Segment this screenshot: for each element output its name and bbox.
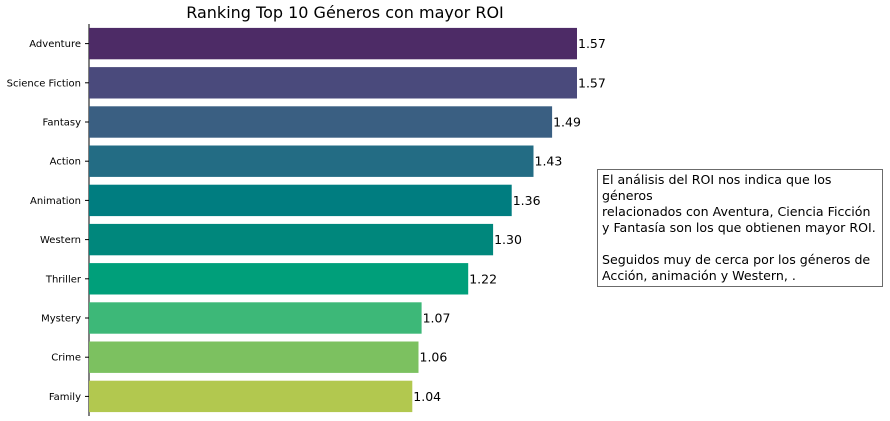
bar-mystery xyxy=(89,302,422,334)
annotation-line-1: El análisis del ROI nos indica que los g… xyxy=(602,172,832,203)
bar-value-label: 1.57 xyxy=(578,36,606,51)
bar-value-label: 1.06 xyxy=(420,350,448,365)
y-tick-label: Thriller xyxy=(45,274,82,285)
bar-science-fiction xyxy=(89,67,577,99)
roi-annotation-box: El análisis del ROI nos indica que los g… xyxy=(597,169,883,287)
bar-value-label: 1.43 xyxy=(535,154,563,169)
y-tick-label: Family xyxy=(49,392,81,403)
annotation-line-2: relacionados con Aventura, Ciencia Ficci… xyxy=(602,204,871,219)
bar-adventure xyxy=(89,27,577,60)
bar-action xyxy=(89,145,534,177)
y-tick-label: Western xyxy=(40,235,81,246)
y-tick-label: Animation xyxy=(30,196,81,207)
bar-value-label: 1.30 xyxy=(494,232,522,247)
bar-animation xyxy=(89,184,512,217)
annotation-line-4: Seguidos muy de cerca por los géneros de xyxy=(602,252,871,267)
annotation-spacer xyxy=(602,236,878,252)
annotation-line-5: Acción, animación y Western, . xyxy=(602,268,796,283)
bars-group: Adventure 1.57 Science Fiction 1.57 Fantasy 1… xyxy=(7,27,606,413)
annotation-line-3: y Fantasía son los que obtienen mayor RO… xyxy=(602,220,876,235)
bar-value-label: 1.49 xyxy=(553,115,581,130)
bar-value-label: 1.22 xyxy=(469,271,497,286)
y-tick-label: Science Fiction xyxy=(7,78,81,89)
y-tick-label: Fantasy xyxy=(43,118,82,129)
bar-value-label: 1.36 xyxy=(513,193,541,208)
y-tick-label: Mystery xyxy=(41,314,81,325)
chart-title: Ranking Top 10 Géneros con mayor ROI xyxy=(186,3,504,22)
y-tick-label: Adventure xyxy=(29,39,81,50)
y-tick-label: Crime xyxy=(51,353,81,364)
bar-value-label: 1.07 xyxy=(423,311,451,326)
bar-fantasy xyxy=(89,106,553,138)
y-tick-label: Action xyxy=(50,157,81,168)
bar-value-label: 1.04 xyxy=(413,389,441,404)
bar-family xyxy=(89,380,413,413)
bar-thriller xyxy=(89,263,469,295)
bar-crime xyxy=(89,341,419,373)
bar-western xyxy=(89,223,494,256)
bar-value-label: 1.57 xyxy=(578,75,606,90)
